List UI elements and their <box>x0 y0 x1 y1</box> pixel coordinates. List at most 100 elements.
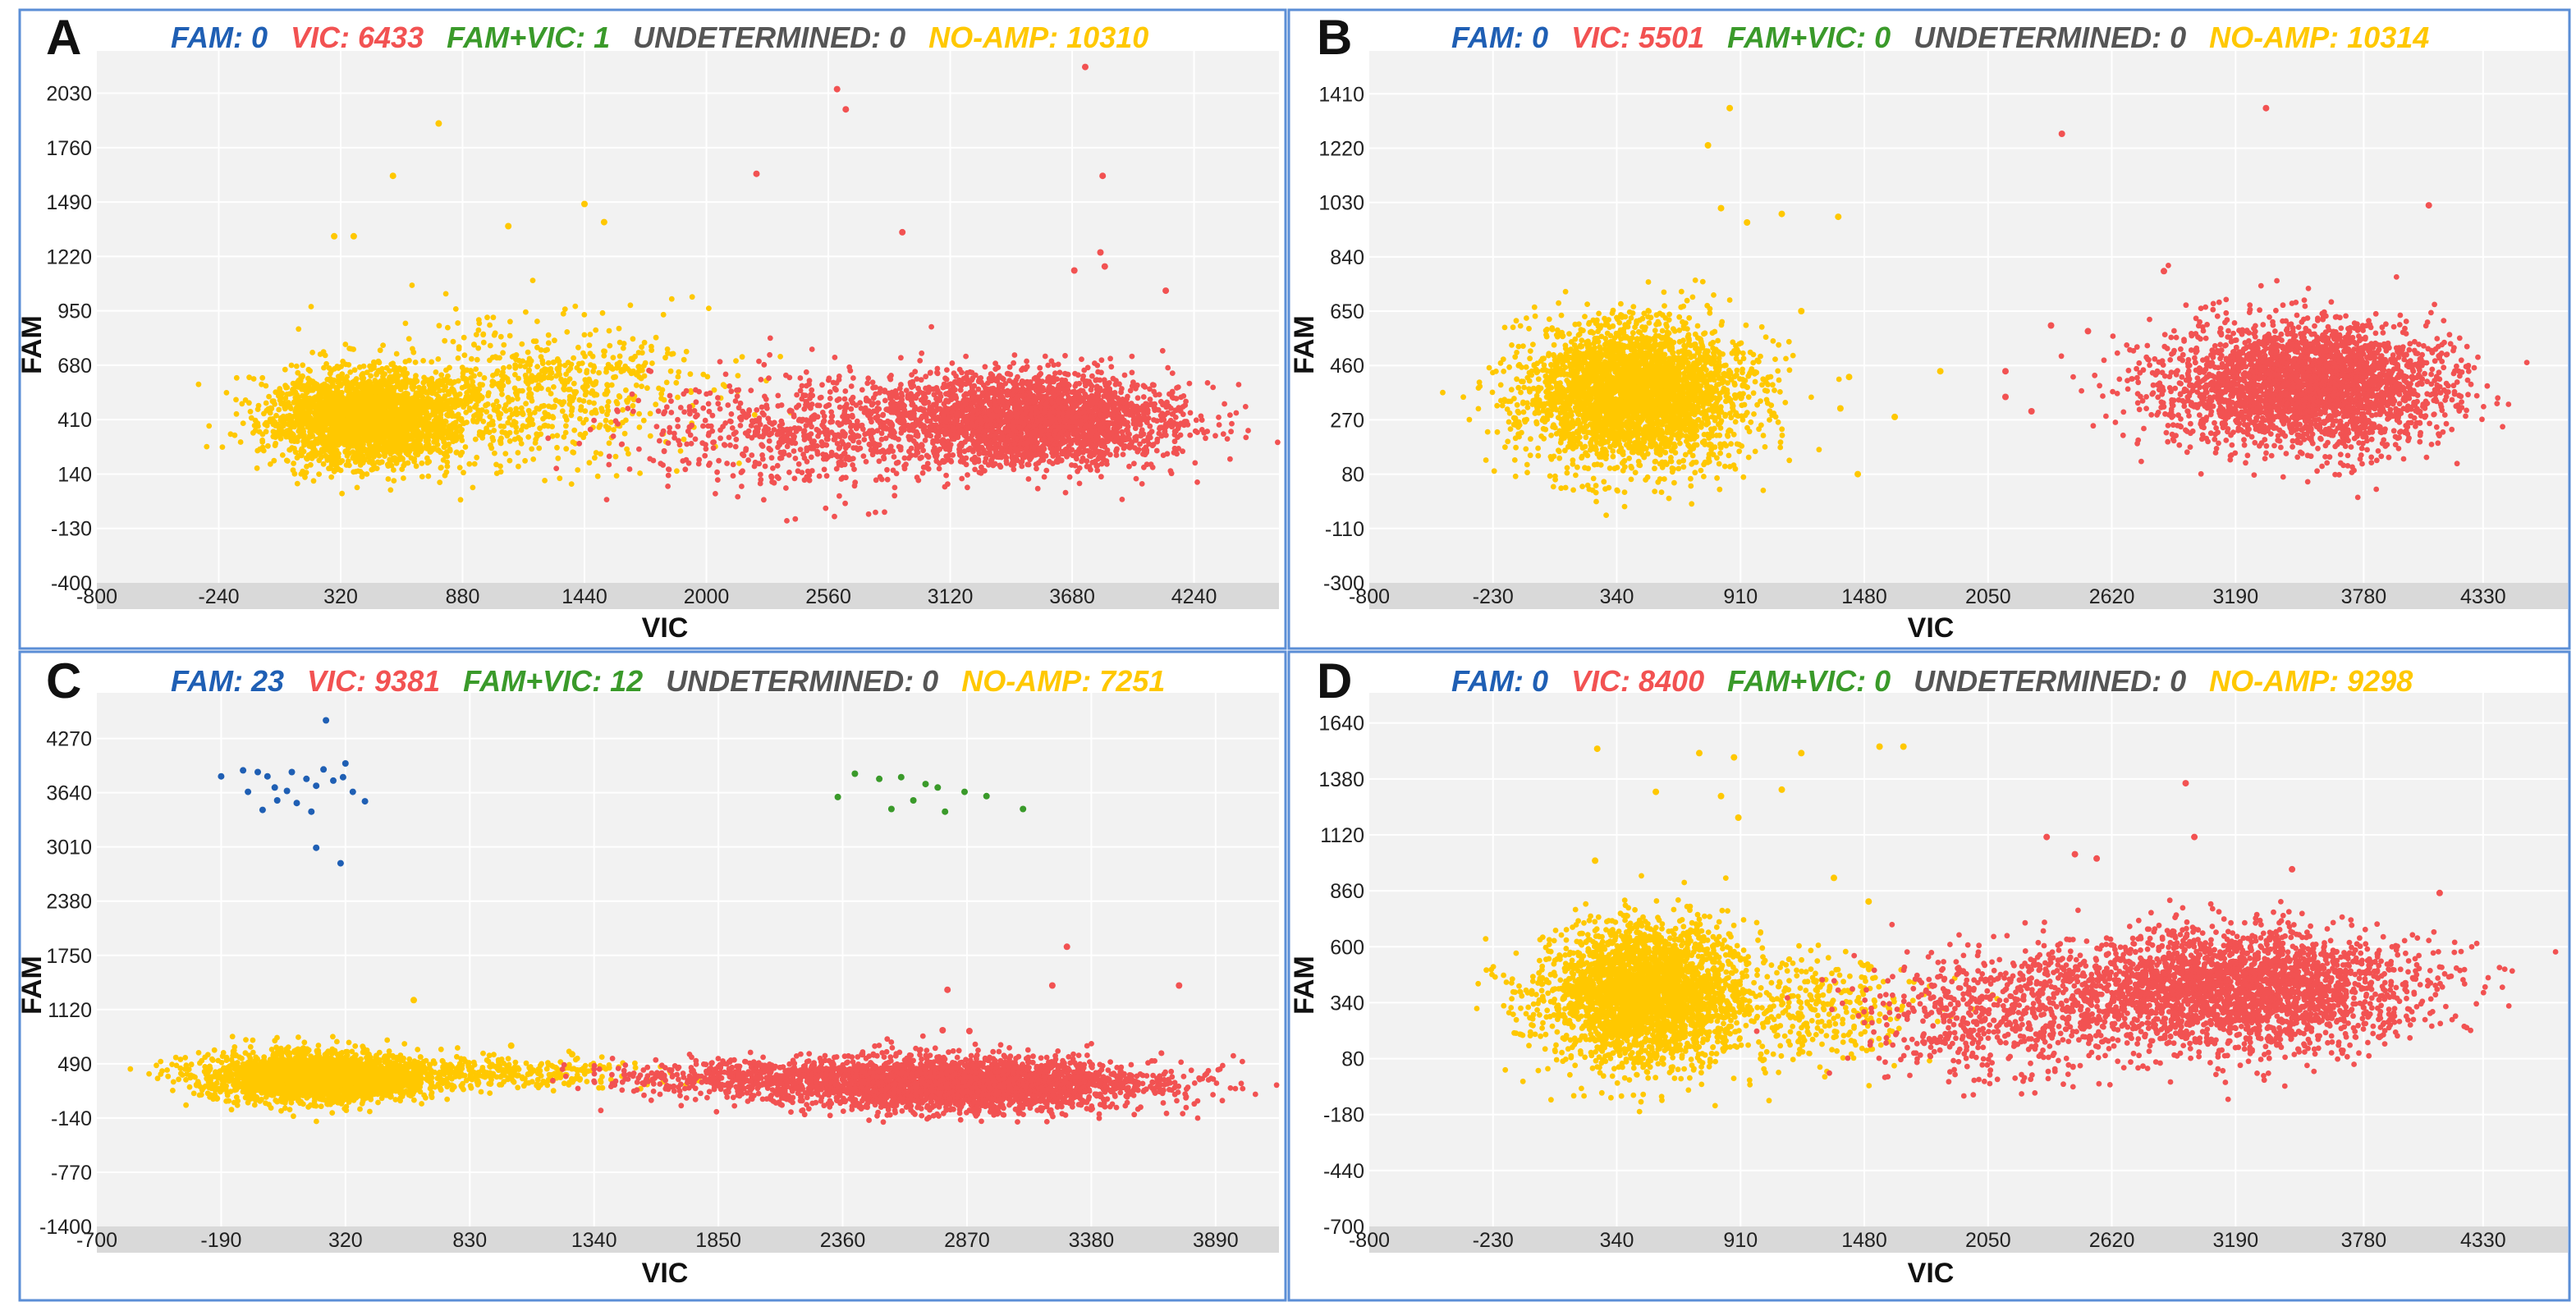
panel-a-point-vic <box>1186 380 1193 387</box>
panel-a-point-no-amp <box>520 387 525 394</box>
panel-a-point-no-amp <box>557 362 563 369</box>
panel-a-point-no-amp <box>476 386 483 392</box>
panel-a-point-no-amp <box>620 406 626 413</box>
panel-a-point-vic <box>965 472 970 478</box>
panel-a-point-no-amp <box>513 406 520 412</box>
panel-a-point-no-amp <box>576 397 583 403</box>
panel-a-point-no-amp <box>525 434 532 440</box>
panel-a-point-no-amp <box>639 383 644 389</box>
panel-a-point-no-amp <box>670 351 676 357</box>
panel-a-point-no-amp <box>392 424 398 430</box>
panel-a-point-no-amp <box>470 484 476 491</box>
panel-a-point-no-amp <box>231 432 238 438</box>
panel-a-point-vic <box>1003 461 1010 466</box>
panel-a-point-no-amp <box>637 470 643 476</box>
panel-a-point-vic <box>917 358 924 364</box>
panel-a-point-no-amp <box>435 356 442 362</box>
panel-a-point-no-amp <box>329 445 335 451</box>
panel-a-point-no-amp <box>381 379 387 386</box>
panel-a-point-no-amp <box>390 396 396 402</box>
panel-a-point-no-amp <box>529 378 535 384</box>
panel-a-point-no-amp <box>309 385 316 392</box>
panel-a-point-no-amp <box>575 467 581 473</box>
panel-a-point-no-amp <box>438 382 444 387</box>
panel-a-point-no-amp <box>343 462 350 468</box>
panel-a-point-vic <box>1066 474 1073 480</box>
panel-a-point-vic <box>1042 353 1048 360</box>
panel-a-point-no-amp <box>456 344 462 351</box>
panel-a-point-no-amp <box>317 430 323 437</box>
panel-a-point-no-amp <box>505 395 511 401</box>
panel-a-point-no-amp <box>353 376 360 382</box>
panel-a-point-no-amp <box>317 387 323 393</box>
panel-a-point-no-amp <box>580 384 586 391</box>
panel-a-point-no-amp <box>464 378 470 384</box>
panel-a-point-no-amp <box>534 431 540 438</box>
panel-a-point-no-amp <box>484 409 490 415</box>
panel-a-point-no-amp <box>322 383 328 389</box>
panel-a-point-no-amp <box>396 373 401 379</box>
panel-a-point-no-amp <box>339 490 345 497</box>
panel-a-point-no-amp <box>367 458 374 465</box>
panel-a-point-no-amp <box>334 452 340 459</box>
panel-a-point-no-amp <box>534 319 540 324</box>
panel-a-point-no-amp <box>300 471 307 478</box>
panel-a-point-no-amp <box>272 442 278 448</box>
panel-a-point-no-amp <box>353 469 359 474</box>
panel-a-point-no-amp <box>663 379 670 386</box>
panel-a-point-no-amp <box>612 453 619 460</box>
panel-a-point-no-amp <box>406 357 412 364</box>
panel-a-point-no-amp <box>390 374 396 380</box>
panel-a-point-no-amp <box>344 435 351 441</box>
panel-a-point-no-amp <box>498 372 505 378</box>
panel-a-point-vic <box>1229 420 1235 427</box>
panel-a-point-no-amp <box>501 342 507 348</box>
panel-a-point-vic <box>1129 353 1135 360</box>
panel-a-point-no-amp <box>613 473 620 479</box>
panel-a-point-no-amp <box>406 336 412 342</box>
panel-a-point-vic <box>927 370 933 376</box>
panel-a-point-no-amp <box>260 447 267 454</box>
panel-a-point-no-amp <box>659 387 666 393</box>
panel-a-point-no-amp <box>382 452 387 459</box>
panel-a-point-no-amp <box>467 398 474 404</box>
panel-a-point-no-amp <box>331 410 337 416</box>
panel-a-point-no-amp <box>342 378 349 385</box>
panel-a-point-no-amp <box>647 433 653 439</box>
panel-a-point-vic <box>1224 436 1231 442</box>
panel-a-point-no-amp <box>566 376 573 382</box>
panel-a-point-vic <box>1121 372 1128 378</box>
panel-a-point-no-amp <box>355 454 361 461</box>
panel-a-point-no-amp <box>332 466 338 473</box>
panel-a-point-no-amp <box>343 396 350 402</box>
panel-a-point-no-amp <box>480 339 487 346</box>
panel-a-point-no-amp <box>449 413 456 419</box>
panel-a-point-no-amp <box>580 350 586 356</box>
panel-a-point-no-amp <box>511 436 518 442</box>
panel-a-point-no-amp <box>479 395 484 401</box>
panel-a-point-no-amp <box>471 413 477 419</box>
panel-a-point-no-amp <box>660 311 667 318</box>
panel-a-point-no-amp <box>570 439 576 445</box>
panel-a-point-no-amp <box>445 324 451 331</box>
panel-a-point-no-amp <box>480 332 486 338</box>
panel-a-point-no-amp <box>326 406 332 413</box>
panel-a-point-no-amp <box>478 411 484 418</box>
panel-a-point-no-amp <box>556 369 561 375</box>
panel-a-point-no-amp <box>267 461 273 467</box>
panel-a-point-no-amp <box>523 309 529 315</box>
panel-a: -800 -240 320 880 1440 2000 2560 3120 3680 4240 -… <box>16 8 1287 650</box>
panel-a-point-no-amp <box>375 429 381 434</box>
panel-a-point-no-amp <box>451 388 457 395</box>
panel-a-point-no-amp <box>736 461 742 466</box>
panel-a-point-no-amp <box>414 378 420 384</box>
panel-a-point-no-amp <box>286 403 293 410</box>
panel-a-point-no-amp <box>401 404 407 410</box>
panel-a-point-no-amp <box>441 451 447 457</box>
panel-a-point-no-amp <box>315 402 322 409</box>
panel-a-point-vic <box>1165 364 1171 371</box>
panel-a-point-no-amp <box>545 332 552 338</box>
panel-a-point-no-amp <box>518 441 525 447</box>
panel-a-point-no-amp <box>687 371 694 378</box>
panel-a-point-no-amp <box>554 433 561 438</box>
